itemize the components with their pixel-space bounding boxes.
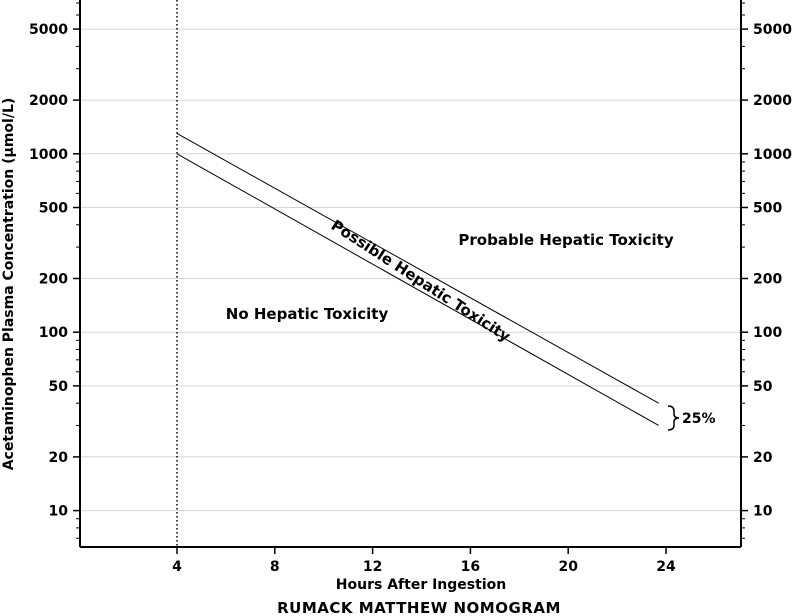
y-tick-label-right: 1000 [753,147,792,163]
no-toxicity-label: No Hepatic Toxicity [226,305,389,323]
y-axis-ticks: 10 10 20 20 50 50 100 100 200 200 500 500 1000 1000 20… [29,22,792,519]
x-tick-label: 4 [172,559,182,575]
y-tick-label-left: 100 [39,325,68,341]
x-axis-ticks: 4 8 12 16 20 24 [172,547,676,575]
y-tick-label-right: 10 [753,504,773,520]
x-tick-label: 24 [656,559,676,575]
y-tick-label-left: 200 [39,271,68,287]
y-tick-label-right: 2000 [753,93,792,109]
series-lines [176,0,659,547]
x-tick-label: 12 [363,559,382,575]
y-tick-label-right: 200 [753,271,782,287]
y-tick-label-right: 20 [753,450,773,466]
y-tick-label-right: 5000 [753,22,792,38]
x-tick-label: 20 [558,559,578,575]
bracket-label: 25% [682,411,716,427]
lower-treatment-line [176,153,659,426]
y-tick-label-left: 5000 [29,22,68,38]
y-tick-label-right: 100 [753,325,782,341]
x-axis-label: Hours After Ingestion [336,577,506,593]
y-tick-label-left: 20 [49,450,69,466]
chart-title: RUMACK MATTHEW NOMOGRAM [277,599,561,616]
y-tick-label-left: 500 [39,201,68,217]
x-tick-label: 8 [270,559,280,575]
grid-lines [80,28,741,512]
bracket-brace [667,405,680,431]
y-tick-label-left: 10 [49,504,69,520]
y-tick-label-left: 1000 [29,147,68,163]
y-tick-label-right: 50 [753,379,773,395]
y-tick-label-left: 2000 [29,93,68,109]
upper-treatment-line [176,133,659,404]
y-axis-label: Acetaminophen Plasma Concentration (µmol… [1,98,17,471]
y-tick-label-right: 500 [753,201,782,217]
x-tick-label: 16 [461,559,480,575]
probable-toxicity-label: Probable Hepatic Toxicity [458,231,673,249]
y-tick-label-left: 50 [49,379,69,395]
